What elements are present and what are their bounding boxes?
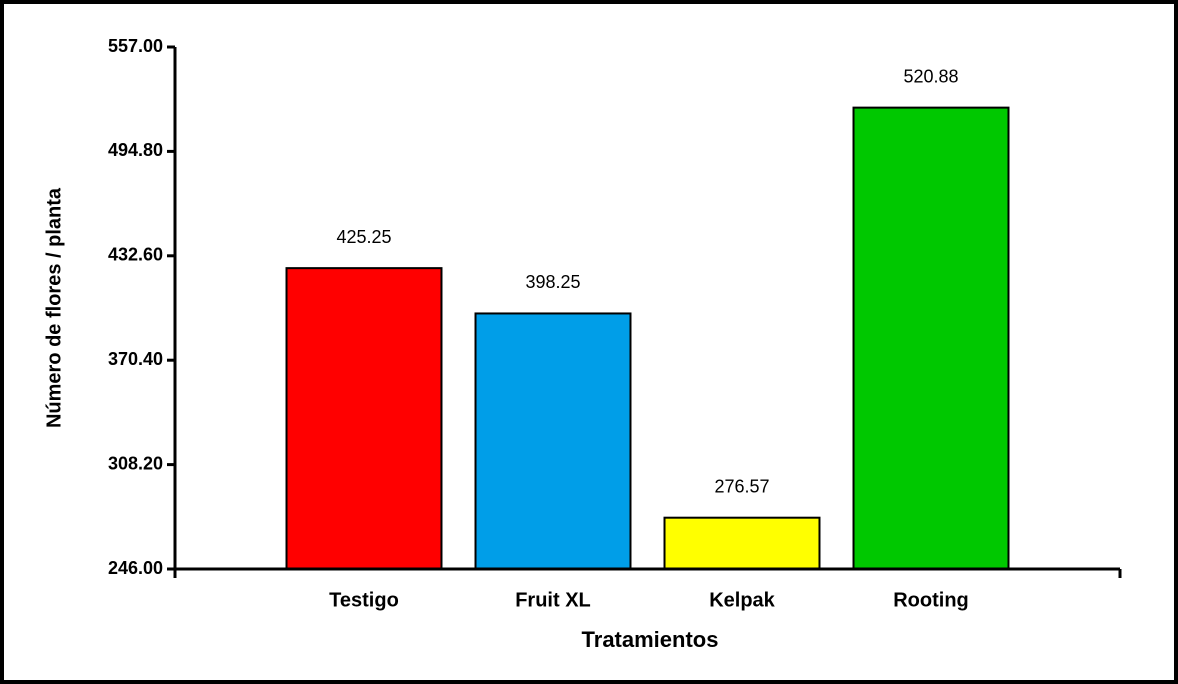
y-tick-label: 494.80 xyxy=(108,140,163,160)
data-label: 276.57 xyxy=(714,476,769,496)
bar xyxy=(285,267,443,570)
x-tick-label: Testigo xyxy=(329,589,399,611)
bar xyxy=(663,516,821,570)
y-tick-label: 246.00 xyxy=(108,558,163,578)
y-tick-label: 432.60 xyxy=(108,245,163,265)
data-label: 425.25 xyxy=(336,227,391,247)
x-axis-label: Tratamientos xyxy=(582,627,719,652)
y-tick-label: 370.40 xyxy=(108,349,163,369)
x-tick-label: Fruit XL xyxy=(515,589,591,611)
y-tick-label: 308.20 xyxy=(108,453,163,473)
bar xyxy=(474,312,632,570)
y-tick-label: 557.00 xyxy=(108,36,163,56)
data-label: 398.25 xyxy=(525,272,580,292)
x-tick-label: Rooting xyxy=(893,589,969,611)
data-label: 520.88 xyxy=(903,66,958,86)
y-axis-label: Número de flores / planta xyxy=(43,187,65,428)
bar xyxy=(852,106,1010,570)
x-tick-label: Kelpak xyxy=(709,589,775,611)
